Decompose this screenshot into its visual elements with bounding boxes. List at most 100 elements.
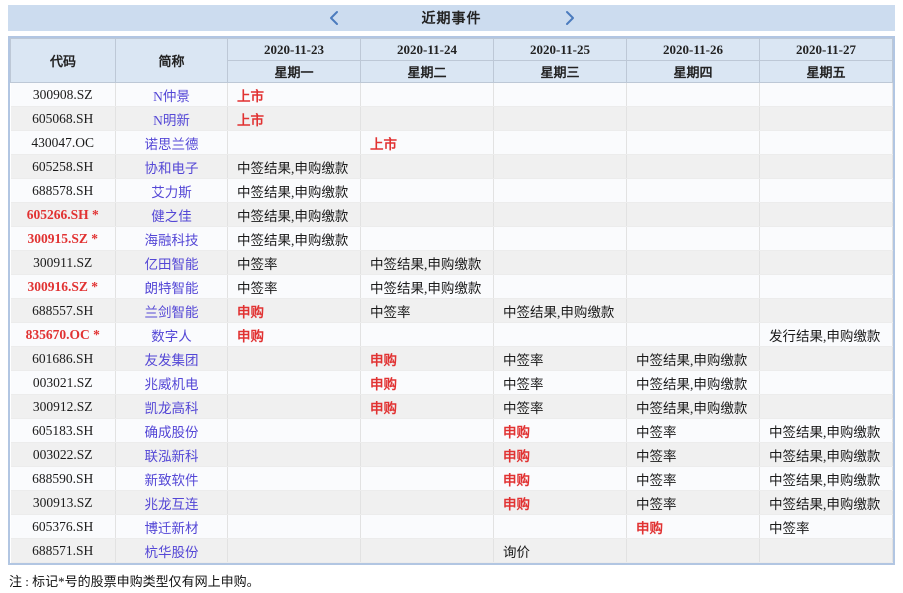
stock-name-link[interactable]: 兰剑智能 — [115, 298, 228, 323]
event-cell — [360, 442, 494, 467]
stock-name-link[interactable]: 新致软件 — [115, 466, 228, 491]
event-cell: 中签结果,申购缴款 — [759, 418, 893, 443]
event-cell — [493, 82, 627, 107]
stock-code: 605183.SH — [10, 418, 116, 443]
table-row: 605376.SH 博迁新材 申购 中签率 — [10, 514, 893, 539]
event-cell: 申购 — [360, 370, 494, 395]
stock-name-link[interactable]: 凯龙高科 — [115, 394, 228, 419]
prev-week-button[interactable] — [322, 6, 346, 30]
event-cell: 中签率 — [759, 514, 893, 539]
event-cell: 中签率 — [227, 274, 361, 299]
table-row: 430047.OC 诺思兰德 上市 — [10, 130, 893, 155]
event-cell — [759, 226, 893, 251]
name-column-header: 简称 — [115, 38, 228, 83]
event-cell — [360, 82, 494, 107]
event-cell — [626, 250, 760, 275]
stock-code: 688578.SH — [10, 178, 116, 203]
next-week-button[interactable] — [558, 6, 582, 30]
stock-name-link[interactable]: 亿田智能 — [115, 250, 228, 275]
event-cell — [227, 370, 361, 395]
event-cell — [227, 466, 361, 491]
event-cell: 申购 — [493, 490, 627, 515]
table-row: 605266.SH * 健之佳 中签结果,申购缴款 — [10, 202, 893, 227]
event-cell — [759, 106, 893, 131]
event-cell — [759, 298, 893, 323]
event-cell: 申购 — [493, 466, 627, 491]
event-cell — [227, 538, 361, 563]
event-cell — [626, 106, 760, 131]
weekday-column-header: 星期三 — [493, 60, 627, 83]
stock-code: 835670.OC * — [10, 322, 116, 347]
event-cell: 中签结果,申购缴款 — [493, 298, 627, 323]
table-row: 688571.SH 杭华股份 询价 — [10, 538, 893, 563]
stock-name-link[interactable]: 博迁新材 — [115, 514, 228, 539]
code-column-header: 代码 — [10, 38, 116, 83]
date-column-header: 2020-11-24 — [360, 38, 494, 61]
table-row: 835670.OC * 数字人 申购 发行结果,申购缴款 — [10, 322, 893, 347]
event-cell: 中签结果,申购缴款 — [227, 178, 361, 203]
event-cell: 中签结果,申购缴款 — [227, 226, 361, 251]
stock-name-link[interactable]: 兆龙互连 — [115, 490, 228, 515]
stock-code: 300916.SZ * — [10, 274, 116, 299]
date-column-header: 2020-11-23 — [227, 38, 361, 61]
event-cell: 中签结果,申购缴款 — [626, 370, 760, 395]
event-cell: 中签结果,申购缴款 — [759, 466, 893, 491]
event-cell: 上市 — [227, 106, 361, 131]
event-cell — [626, 178, 760, 203]
stock-name-link[interactable]: 健之佳 — [115, 202, 228, 227]
stock-name-link[interactable]: 杭华股份 — [115, 538, 228, 563]
table-row: 300912.SZ 凯龙高科 申购 中签率 中签结果,申购缴款 — [10, 394, 893, 419]
stock-code: 605376.SH — [10, 514, 116, 539]
event-cell — [626, 298, 760, 323]
event-cell — [626, 130, 760, 155]
event-cell — [227, 490, 361, 515]
stock-name-link[interactable]: 诺思兰德 — [115, 130, 228, 155]
event-cell — [227, 418, 361, 443]
event-cell: 申购 — [360, 346, 494, 371]
stock-name-link[interactable]: 协和电子 — [115, 154, 228, 179]
weekday-column-header: 星期二 — [360, 60, 494, 83]
event-cell: 中签结果,申购缴款 — [759, 490, 893, 515]
event-cell — [626, 322, 760, 347]
table-row: 688578.SH 艾力斯 中签结果,申购缴款 — [10, 178, 893, 203]
event-cell — [227, 130, 361, 155]
stock-name-link[interactable]: 数字人 — [115, 322, 228, 347]
event-cell: 中签率 — [626, 466, 760, 491]
stock-name-link[interactable]: 艾力斯 — [115, 178, 228, 203]
stock-code: 688590.SH — [10, 466, 116, 491]
stock-code: 605266.SH * — [10, 202, 116, 227]
event-cell — [626, 82, 760, 107]
table-row: 300913.SZ 兆龙互连 申购 中签率 中签结果,申购缴款 — [10, 490, 893, 515]
event-cell — [360, 538, 494, 563]
events-title-bar: 近期事件 — [8, 5, 895, 31]
weekday-column-header: 星期一 — [227, 60, 361, 83]
stock-code: 300912.SZ — [10, 394, 116, 419]
event-cell: 发行结果,申购缴款 — [759, 322, 893, 347]
stock-name-link[interactable]: 友发集团 — [115, 346, 228, 371]
event-cell — [493, 322, 627, 347]
event-cell — [493, 130, 627, 155]
stock-name-link[interactable]: 确成股份 — [115, 418, 228, 443]
events-table-header: 代码 简称 2020-11-23 2020-11-24 2020-11-25 2… — [10, 38, 893, 83]
table-row: 300915.SZ * 海融科技 中签结果,申购缴款 — [10, 226, 893, 251]
event-cell — [493, 226, 627, 251]
stock-name-link[interactable]: N仲景 — [115, 82, 228, 107]
stock-name-link[interactable]: 朗特智能 — [115, 274, 228, 299]
event-cell — [227, 346, 361, 371]
table-row: 688557.SH 兰剑智能 申购 中签率 中签结果,申购缴款 — [10, 298, 893, 323]
stock-name-link[interactable]: 兆威机电 — [115, 370, 228, 395]
stock-name-link[interactable]: N明新 — [115, 106, 228, 131]
event-cell — [759, 250, 893, 275]
event-cell: 申购 — [493, 442, 627, 467]
event-cell: 申购 — [626, 514, 760, 539]
stock-name-link[interactable]: 联泓新科 — [115, 442, 228, 467]
event-cell: 中签率 — [227, 250, 361, 275]
table-row: 688590.SH 新致软件 申购 中签率 中签结果,申购缴款 — [10, 466, 893, 491]
event-cell — [360, 322, 494, 347]
stock-name-link[interactable]: 海融科技 — [115, 226, 228, 251]
table-row: 003022.SZ 联泓新科 申购 中签率 中签结果,申购缴款 — [10, 442, 893, 467]
event-cell — [759, 154, 893, 179]
event-cell — [360, 178, 494, 203]
event-cell: 中签率 — [626, 490, 760, 515]
event-cell: 中签结果,申购缴款 — [227, 202, 361, 227]
